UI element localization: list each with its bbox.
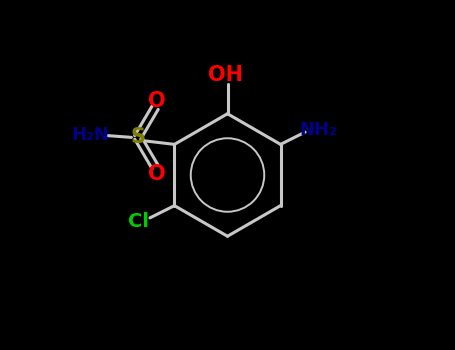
Text: O: O: [148, 164, 166, 184]
Text: OH: OH: [208, 65, 243, 85]
Text: H₂N: H₂N: [71, 126, 109, 144]
Text: Cl: Cl: [128, 212, 149, 231]
Text: NH₂: NH₂: [299, 121, 337, 139]
Text: O: O: [148, 91, 166, 111]
Text: S: S: [130, 127, 145, 147]
